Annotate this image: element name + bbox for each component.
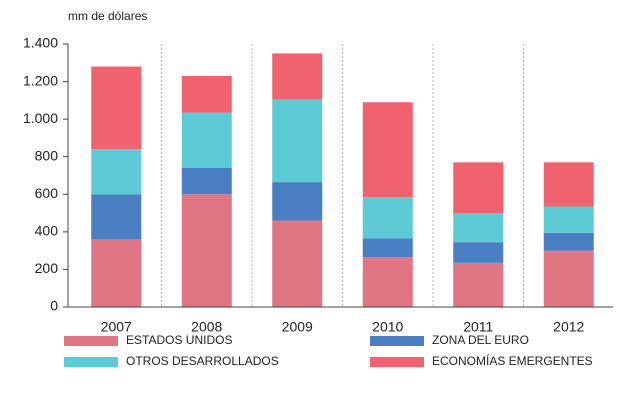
bar-segment (181, 112, 232, 168)
bar-segment (453, 262, 504, 307)
legend-swatch (370, 336, 424, 346)
y-tick-label: 0 (50, 298, 58, 314)
bar-segment (91, 194, 142, 240)
x-tick-label: 2008 (191, 319, 222, 335)
bar-segment (453, 162, 504, 214)
bar-segment (91, 239, 142, 307)
bar-segment (181, 75, 232, 113)
bar-segment (181, 167, 232, 195)
bar-segment (453, 242, 504, 263)
bar-segment (272, 182, 323, 221)
x-tick-label: 2012 (553, 319, 584, 335)
legend-label: ECONOMÍAS EMERGENTES (432, 353, 593, 368)
bar-segment (181, 194, 232, 307)
y-tick-label: 600 (35, 185, 59, 201)
y-tick-label: 1.400 (23, 35, 58, 51)
axis-title: mm de dólares (68, 9, 147, 23)
bar-segment (362, 102, 413, 198)
y-tick-label: 1.200 (23, 72, 58, 88)
x-tick-label: 2009 (282, 319, 313, 335)
y-tick-label: 400 (35, 223, 59, 239)
bar-segment (543, 206, 594, 233)
bar-segment (543, 250, 594, 307)
bar-segment (543, 232, 594, 251)
bar-segment (453, 213, 504, 243)
legend-label: ZONA DEL EURO (432, 333, 529, 347)
y-tick-label: 800 (35, 147, 59, 163)
bar-segment (362, 197, 413, 239)
bar-segment (91, 66, 142, 150)
bar-segment (362, 257, 413, 307)
x-tick-label: 2007 (101, 319, 132, 335)
bar-segment (272, 99, 323, 183)
bar-segment (272, 53, 323, 100)
bar-segment (272, 220, 323, 307)
legend-label: ESTADOS UNIDOS (126, 333, 232, 347)
x-tick-label: 2011 (463, 319, 493, 335)
bar-segment (362, 238, 413, 258)
legend-label: OTROS DESARROLLADOS (126, 354, 279, 368)
y-tick-label: 1.000 (23, 110, 58, 126)
bar-segment (91, 149, 142, 195)
legend-swatch (64, 336, 118, 346)
y-tick-label: 200 (35, 260, 59, 276)
x-tick-label: 2010 (372, 319, 403, 335)
legend-swatch (64, 357, 118, 367)
legend-swatch (370, 357, 424, 367)
bar-segment (543, 162, 594, 207)
